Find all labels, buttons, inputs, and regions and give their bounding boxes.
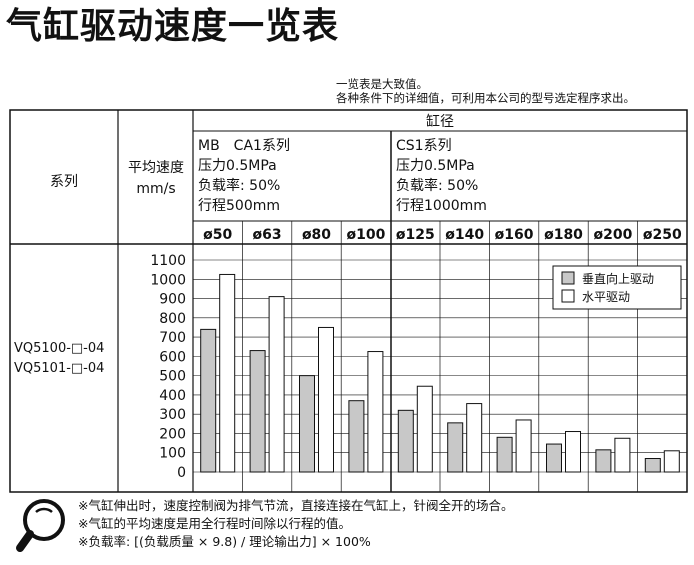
series-vq5101: VQ5101-□-04 bbox=[14, 361, 105, 376]
bar-horizontal bbox=[515, 419, 532, 473]
y-tick-label: 300 bbox=[159, 407, 186, 423]
condition-right-line: 负载率: 50% bbox=[396, 177, 478, 194]
footnote-2: ※气缸的平均速度是用全行程时间除以行程的值。 bbox=[78, 516, 351, 531]
condition-right-line: 行程1000mm bbox=[396, 198, 487, 214]
bar-horizontal bbox=[663, 450, 680, 473]
note-line-2: 各种条件下的详细值，可利用本公司的型号选定程序求出。 bbox=[336, 91, 635, 105]
condition-right-line: 压力0.5MPa bbox=[396, 158, 475, 174]
footnote-1: ※气缸伸出时，速度控制阀为排气节流，直接连接在气缸上，针阀全开的场合。 bbox=[78, 498, 514, 513]
bar-vertical bbox=[200, 328, 217, 473]
bar-horizontal bbox=[318, 326, 334, 473]
note-line-1: 一览表是大致值。 bbox=[336, 77, 428, 91]
condition-left-line: 负载率: 50% bbox=[198, 177, 280, 194]
bar-vertical bbox=[348, 400, 365, 473]
legend-swatch bbox=[561, 271, 575, 285]
category-label: ø100 bbox=[346, 227, 385, 243]
category-label: ø200 bbox=[593, 227, 632, 243]
header-series: 系列 bbox=[50, 174, 78, 190]
y-tick-label: 700 bbox=[159, 330, 186, 346]
category-label: ø160 bbox=[495, 227, 534, 243]
y-tick-label: 500 bbox=[159, 369, 186, 385]
y-tick-label: 400 bbox=[159, 388, 186, 404]
bar-horizontal bbox=[614, 437, 631, 473]
header-speed: 平均速度 bbox=[128, 160, 184, 176]
y-tick-label: 800 bbox=[159, 311, 186, 327]
bar-horizontal bbox=[367, 351, 384, 473]
legend-label: 垂直向上驱动 bbox=[582, 271, 654, 286]
bar-vertical bbox=[299, 375, 315, 473]
category-label: ø125 bbox=[396, 227, 435, 243]
y-tick-label: 1000 bbox=[150, 272, 186, 288]
y-tick-label: 0 bbox=[177, 465, 186, 481]
bar-vertical bbox=[496, 436, 513, 473]
bar-horizontal bbox=[416, 385, 433, 473]
bar-vertical bbox=[397, 409, 414, 473]
page-title: 气缸驱动速度一览表 bbox=[6, 6, 340, 47]
y-tick-label: 200 bbox=[159, 426, 186, 442]
header-bore-group: 缸径 bbox=[426, 113, 454, 130]
bar-horizontal bbox=[268, 296, 285, 473]
bar-horizontal bbox=[565, 431, 581, 473]
footnotes: ※气缸伸出时，速度控制阀为排气节流，直接连接在气缸上，针阀全开的场合。 ※气缸的… bbox=[78, 497, 513, 551]
category-label: ø50 bbox=[203, 227, 232, 243]
y-tick-label: 1100 bbox=[150, 253, 186, 269]
category-label: ø250 bbox=[643, 227, 682, 243]
category-label: ø63 bbox=[253, 227, 282, 243]
condition-right-line: CS1系列 bbox=[396, 138, 452, 154]
magnifier-icon bbox=[16, 499, 65, 552]
y-tick-label: 900 bbox=[159, 292, 186, 308]
top-notes: 一览表是大致值。 各种条件下的详细值，可利用本公司的型号选定程序求出。 bbox=[336, 77, 688, 105]
category-label: ø80 bbox=[302, 227, 331, 243]
bar-vertical bbox=[447, 422, 464, 473]
legend-label: 水平驱动 bbox=[582, 290, 630, 304]
legend-swatch bbox=[561, 289, 575, 303]
header-speed-unit: mm/s bbox=[136, 181, 175, 197]
y-tick-label: 100 bbox=[159, 446, 186, 462]
y-tick-label: 600 bbox=[159, 349, 186, 365]
series-vq5100: VQ5100-□-04 bbox=[14, 341, 105, 356]
table-frame bbox=[9, 109, 688, 493]
category-label: ø140 bbox=[445, 227, 484, 243]
condition-left-line: 行程500mm bbox=[198, 198, 280, 214]
condition-left-line: MB CA1系列 bbox=[198, 138, 290, 154]
bar-vertical bbox=[644, 458, 661, 473]
footnote-3: ※负载率: [(负载质量 × 9.8) / 理论输出力] × 100% bbox=[78, 534, 371, 549]
category-label: ø180 bbox=[544, 227, 583, 243]
condition-left-line: 压力0.5MPa bbox=[198, 158, 277, 174]
bar-vertical bbox=[546, 443, 562, 473]
bar-vertical bbox=[249, 350, 266, 473]
bar-vertical bbox=[595, 449, 612, 473]
bar-horizontal bbox=[219, 273, 236, 473]
bar-horizontal bbox=[466, 403, 483, 473]
